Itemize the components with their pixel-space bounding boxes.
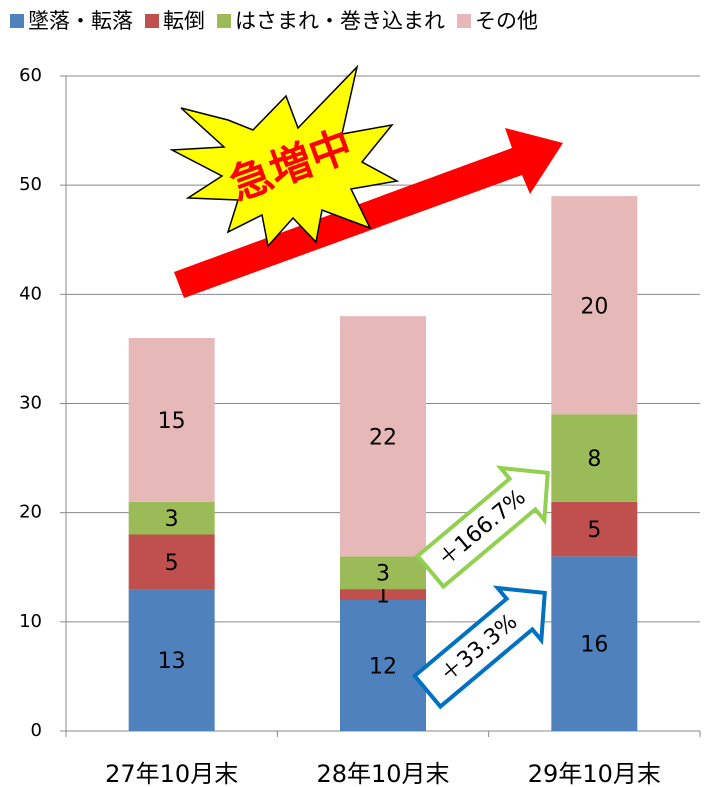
legend-label: その他 [475, 9, 538, 33]
data-label: 12 [369, 655, 397, 680]
x-tick-label: 29年10月末 [528, 760, 661, 787]
bar-segment [128, 501, 215, 535]
bar-segment [551, 196, 638, 415]
legend-label: はさまれ・巻き込まれ [235, 9, 445, 33]
bar-segment [551, 414, 638, 502]
data-label: 1 [376, 584, 390, 609]
x-tick-label: 28年10月末 [316, 760, 449, 787]
data-label: 5 [165, 551, 179, 576]
data-label: 5 [587, 518, 601, 543]
bar-segment [340, 600, 426, 731]
y-tick-label: 30 [19, 393, 42, 414]
y-tick-label: 60 [19, 65, 42, 86]
data-label: 22 [369, 425, 397, 450]
bar-segment [128, 534, 215, 590]
data-label: 13 [158, 649, 186, 674]
legend-swatch [145, 14, 159, 28]
data-label: 3 [376, 562, 390, 587]
legend: 墜落・転落 転倒 はさまれ・巻き込まれ その他 [10, 9, 538, 33]
legend-swatch [217, 14, 231, 28]
legend-swatch [10, 14, 24, 28]
legend-label: 転倒 [163, 9, 205, 33]
bar-segment [551, 501, 638, 557]
legend-label: 墜落・転落 [28, 9, 133, 33]
y-tick-label: 10 [19, 611, 42, 632]
trend-arrow [174, 128, 563, 298]
bar-segment [128, 338, 215, 502]
bar-segment [340, 589, 426, 600]
legend-swatch [457, 14, 471, 28]
arrow-annotation: ＋166.7% [414, 465, 550, 590]
bar-segment [340, 556, 426, 590]
data-label: 16 [580, 633, 608, 658]
data-label: 15 [158, 409, 186, 434]
y-tick-label: 20 [19, 502, 42, 523]
starburst [169, 64, 400, 248]
bar-segment [340, 316, 426, 557]
x-tick-label: 27年10月末 [105, 760, 238, 787]
arrow-annotation: ＋33.3% [411, 585, 547, 710]
plot-area: 010203040506027年10月末13531528年10月末1213222… [19, 65, 701, 787]
data-label: 20 [580, 294, 608, 319]
bar-segment [551, 556, 638, 731]
data-label: 3 [165, 507, 179, 532]
y-tick-label: 50 [19, 174, 42, 195]
y-tick-label: 0 [31, 720, 42, 741]
bar-segment [128, 589, 215, 731]
y-tick-label: 40 [19, 283, 42, 304]
data-label: 8 [587, 447, 601, 472]
